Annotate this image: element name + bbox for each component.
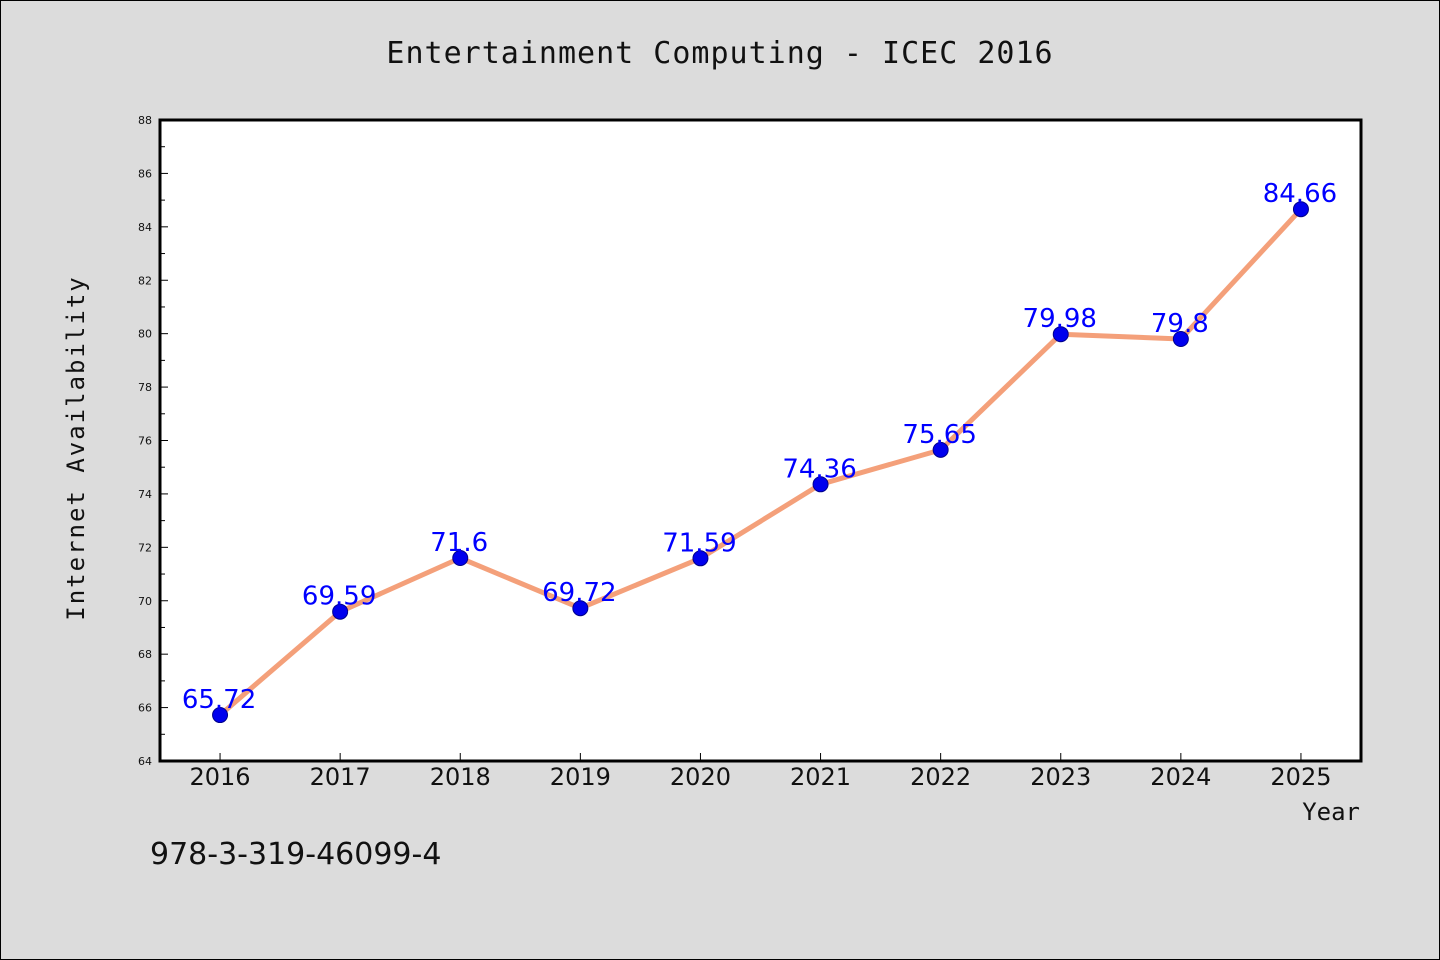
data-point bbox=[932, 441, 949, 458]
data-label: 69.72 bbox=[542, 578, 616, 608]
y-tick-label: 82 bbox=[138, 274, 152, 287]
y-tick-label: 78 bbox=[138, 381, 152, 394]
x-tick-label: 2022 bbox=[910, 763, 971, 791]
y-tick-label: 88 bbox=[138, 114, 152, 127]
y-tick-label: 70 bbox=[138, 595, 152, 608]
data-point bbox=[812, 476, 829, 493]
y-tick-label: 86 bbox=[138, 167, 152, 180]
x-tick-label: 2016 bbox=[190, 763, 251, 791]
series-line bbox=[217, 206, 1304, 718]
data-label: 71.6 bbox=[430, 528, 488, 558]
x-tick-label: 2025 bbox=[1270, 763, 1331, 791]
data-point bbox=[1292, 201, 1309, 218]
y-tick-label: 74 bbox=[138, 488, 152, 501]
data-label: 79.8 bbox=[1151, 309, 1209, 339]
y-tick-label: 66 bbox=[138, 702, 152, 715]
data-point bbox=[1172, 331, 1189, 348]
data-point bbox=[572, 600, 589, 617]
data-label: 74.36 bbox=[782, 454, 856, 484]
x-tick-label: 2017 bbox=[310, 763, 371, 791]
data-point bbox=[1052, 326, 1069, 343]
data-point bbox=[332, 603, 349, 620]
plot-frame bbox=[158, 118, 1363, 763]
data-label: 79.98 bbox=[1023, 304, 1097, 334]
x-tick-label: 2023 bbox=[1030, 763, 1091, 791]
x-tick-label: 2018 bbox=[430, 763, 491, 791]
plot-area bbox=[160, 120, 1361, 761]
series-layer bbox=[212, 201, 1309, 724]
data-point bbox=[212, 707, 229, 724]
x-tick-label: 2021 bbox=[790, 763, 851, 791]
data-point bbox=[692, 550, 709, 567]
y-axis-label: Internet Availability bbox=[62, 275, 90, 620]
x-tick-label: 2024 bbox=[1150, 763, 1211, 791]
data-point bbox=[452, 550, 469, 567]
data-label: 84.66 bbox=[1263, 179, 1337, 209]
y-tick-label: 68 bbox=[138, 648, 152, 661]
y-tick-label: 80 bbox=[138, 328, 152, 341]
y-tick-label: 64 bbox=[138, 755, 152, 768]
isbn-text: 978-3-319-46099-4 bbox=[150, 837, 441, 872]
data-label: 69.59 bbox=[302, 582, 376, 612]
chart-title: Entertainment Computing - ICEC 2016 bbox=[386, 36, 1053, 71]
x-tick-label: 2020 bbox=[670, 763, 731, 791]
data-label-layer: 65.72 69.59 71.6 69.72 71.59 74.36 75.65 79.98 7… bbox=[182, 179, 1337, 715]
data-label: 71.59 bbox=[662, 528, 736, 558]
data-label: 65.72 bbox=[182, 685, 256, 715]
y-tick-label: 76 bbox=[138, 435, 152, 448]
data-label: 75.65 bbox=[902, 420, 976, 450]
y-tick-label: 72 bbox=[138, 541, 152, 554]
x-tick-label: 2019 bbox=[550, 763, 611, 791]
x-axis-label: Year bbox=[1302, 798, 1360, 826]
y-tick-label: 84 bbox=[138, 221, 152, 234]
x-axis-ticks: 2016 2017 2018 2019 2020 2021 2022 2023 2024 2025 bbox=[190, 753, 1331, 791]
